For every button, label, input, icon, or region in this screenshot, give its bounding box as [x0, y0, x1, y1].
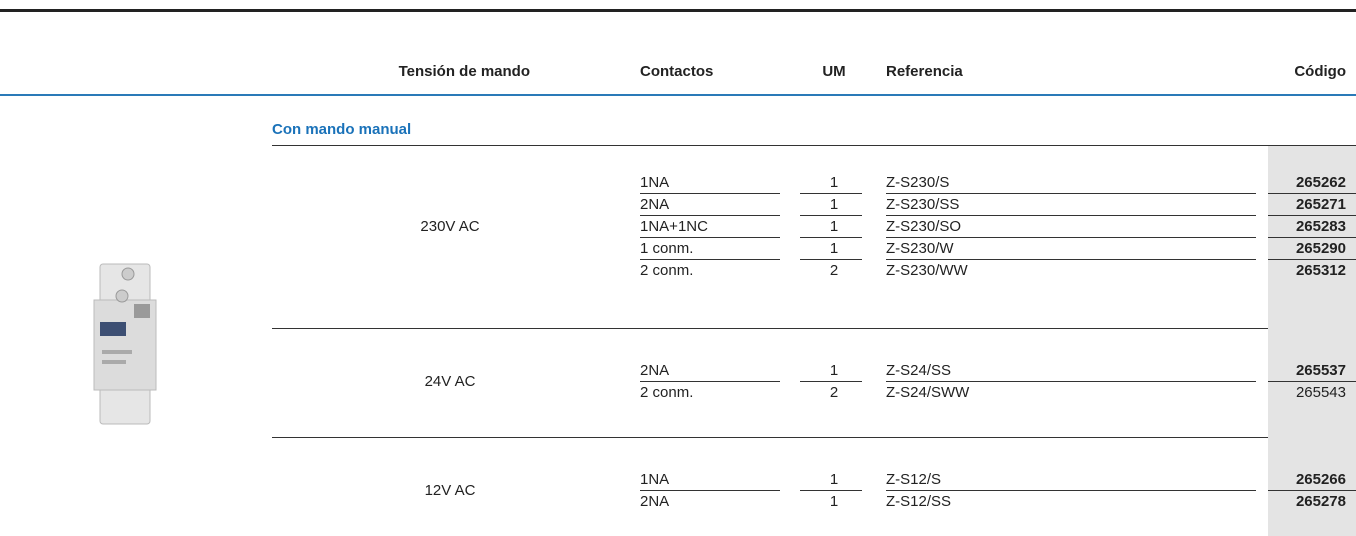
row-rule [1268, 215, 1356, 216]
um: 1 [829, 362, 839, 379]
row-rule [886, 381, 1256, 382]
row-rule [886, 237, 1256, 238]
row-rule [640, 259, 780, 260]
column-header: Referencia [886, 63, 963, 80]
contacts: 1NA [640, 471, 670, 488]
top-rule [0, 9, 1356, 12]
group-rule [272, 328, 1268, 329]
column-header: Tensión de mando [398, 63, 530, 80]
voltage: 24V AC [424, 373, 476, 390]
um: 2 [829, 384, 839, 401]
voltage: 230V AC [420, 218, 480, 235]
row-rule [640, 215, 780, 216]
row-rule [1268, 237, 1356, 238]
row-rule [800, 237, 862, 238]
reference: Z-S24/SS [886, 362, 952, 379]
row-rule [640, 490, 780, 491]
um: 1 [829, 174, 839, 191]
section-rule [272, 145, 1356, 146]
code: 265283 [1295, 218, 1346, 235]
reference: Z-S230/W [886, 240, 954, 257]
row-rule [886, 193, 1256, 194]
row-rule [800, 381, 862, 382]
row-rule [886, 490, 1256, 491]
row-rule [886, 259, 1256, 260]
reference: Z-S12/SS [886, 493, 952, 510]
contacts: 1 conm. [640, 240, 694, 257]
section-title: Con mando manual [272, 121, 412, 138]
contacts: 1NA+1NC [640, 218, 708, 235]
contacts: 2NA [640, 362, 670, 379]
um: 1 [829, 218, 839, 235]
row-rule [800, 259, 862, 260]
code: 265312 [1295, 262, 1346, 279]
code: 265266 [1295, 471, 1346, 488]
reference: Z-S12/S [886, 471, 942, 488]
column-header: Código [1294, 63, 1346, 80]
um: 1 [829, 196, 839, 213]
um: 1 [829, 240, 839, 257]
row-rule [1268, 490, 1356, 491]
product-image [93, 263, 157, 425]
contacts: 2 conm. [640, 262, 694, 279]
row-rule [800, 215, 862, 216]
row-rule [640, 193, 780, 194]
group-rule [272, 437, 1268, 438]
um: 2 [829, 262, 839, 279]
contacts: 2NA [640, 196, 670, 213]
reference: Z-S230/SO [886, 218, 962, 235]
row-rule [640, 237, 780, 238]
row-rule [886, 215, 1256, 216]
row-rule [800, 193, 862, 194]
header-rule [0, 94, 1356, 96]
contacts: 1NA [640, 174, 670, 191]
code: 265537 [1295, 362, 1346, 379]
contacts: 2NA [640, 493, 670, 510]
row-rule [640, 381, 780, 382]
code: 265543 [1295, 384, 1346, 401]
row-rule [1268, 381, 1356, 382]
column-header: UM [822, 63, 846, 80]
row-rule [1268, 259, 1356, 260]
um: 1 [829, 493, 839, 510]
code: 265262 [1295, 174, 1346, 191]
row-rule [800, 490, 862, 491]
contacts: 2 conm. [640, 384, 694, 401]
code: 265271 [1295, 196, 1346, 213]
reference: Z-S230/SS [886, 196, 960, 213]
reference: Z-S230/WW [886, 262, 968, 279]
reference: Z-S24/SWW [886, 384, 970, 401]
row-rule [1268, 193, 1356, 194]
column-header: Contactos [640, 63, 714, 80]
um: 1 [829, 471, 839, 488]
code-column-bg [1268, 146, 1356, 536]
code: 265278 [1295, 493, 1346, 510]
reference: Z-S230/S [886, 174, 950, 191]
voltage: 12V AC [424, 482, 476, 499]
code: 265290 [1295, 240, 1346, 257]
